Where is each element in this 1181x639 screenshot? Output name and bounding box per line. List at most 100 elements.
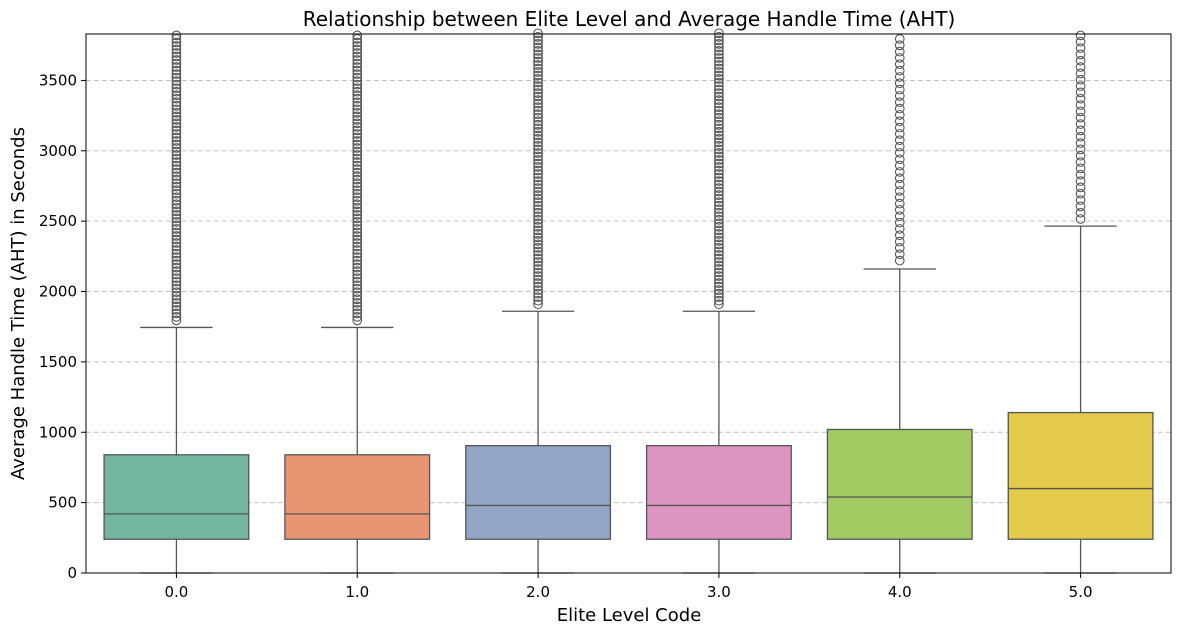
outlier-point	[533, 70, 543, 81]
outlier-point	[171, 188, 182, 199]
outlier-point	[1075, 207, 1086, 218]
outlier-point	[714, 63, 724, 74]
outlier-point	[533, 165, 543, 176]
outlier-point	[171, 181, 182, 192]
outlier-point	[352, 132, 363, 143]
outlier-point	[533, 155, 543, 165]
outlier-point	[894, 148, 905, 158]
outlier-point	[533, 67, 543, 77]
outlier-point	[533, 214, 543, 225]
outlier-point	[1075, 201, 1086, 212]
outlier-point	[533, 246, 543, 257]
outlier-point	[714, 102, 724, 113]
outlier-point	[714, 246, 724, 257]
outlier-point	[714, 53, 724, 63]
outlier-point	[894, 129, 905, 139]
outlier-point	[352, 157, 363, 167]
outlier-point	[171, 157, 182, 167]
y-tick-label: 2500	[39, 212, 77, 230]
outlier-point	[352, 301, 363, 312]
outlier-point	[894, 211, 905, 222]
outlier-point	[533, 49, 543, 60]
outlier-point	[352, 217, 363, 227]
iqr-box	[284, 454, 431, 540]
outlier-point	[352, 125, 363, 136]
outlier-point	[171, 290, 182, 301]
outlier-point	[352, 111, 363, 122]
outlier-point	[714, 148, 724, 158]
outlier-point	[714, 141, 724, 151]
outlier-point	[352, 234, 363, 245]
x-tick-label: 3.0	[707, 583, 731, 601]
outlier-point	[352, 312, 363, 322]
outlier-point	[894, 154, 905, 165]
outlier-point	[533, 186, 543, 197]
outlier-point	[533, 232, 543, 243]
outlier-point	[352, 153, 363, 164]
plot-frame	[85, 33, 1172, 574]
outlier-point	[171, 86, 182, 97]
outlier-point	[352, 86, 363, 97]
outlier-point	[533, 60, 543, 70]
outlier-point	[894, 91, 905, 101]
outlier-point	[171, 238, 182, 248]
outlier-point	[894, 230, 905, 241]
outlier-point	[171, 231, 182, 241]
outlier-point	[352, 315, 363, 326]
outlier-point	[352, 185, 363, 196]
outlier-point	[171, 111, 182, 122]
outlier-point	[1075, 195, 1086, 205]
outlier-point	[533, 88, 543, 98]
outlier-point	[352, 143, 363, 153]
outlier-point	[533, 221, 543, 232]
outlier-point	[533, 77, 543, 88]
outlier-point	[171, 294, 182, 305]
outlier-point	[533, 130, 543, 141]
outlier-point	[533, 39, 543, 49]
outlier-point	[352, 114, 363, 125]
outlier-point	[714, 126, 724, 137]
outlier-point	[171, 301, 182, 312]
outlier-point	[1075, 87, 1086, 98]
outlier-point	[352, 146, 363, 157]
outlier-point	[352, 90, 363, 101]
outlier-point	[533, 95, 543, 105]
outlier-point	[171, 150, 182, 160]
outlier-point	[171, 209, 182, 220]
box-group-0-0	[103, 30, 250, 574]
outlier-point	[352, 97, 363, 108]
outlier-point	[352, 269, 363, 280]
outlier-point	[714, 281, 724, 292]
outlier-point	[714, 292, 724, 303]
outlier-point	[171, 178, 182, 189]
outlier-point	[714, 250, 724, 260]
outlier-point	[714, 243, 724, 253]
outlier-point	[714, 81, 724, 91]
x-axis-label: Elite Level Code	[557, 605, 702, 626]
outlier-point	[171, 100, 182, 111]
outlier-point	[714, 179, 724, 190]
outlier-point	[352, 199, 363, 210]
outlier-point	[894, 116, 905, 127]
outlier-point	[714, 172, 724, 183]
outlier-point	[171, 248, 182, 259]
outlier-point	[171, 217, 182, 227]
outlier-point	[171, 136, 182, 146]
outlier-point	[352, 308, 363, 319]
outlier-point	[171, 51, 182, 62]
outlier-point	[352, 55, 363, 65]
outlier-point	[352, 266, 363, 276]
outlier-point	[352, 100, 363, 111]
outlier-point	[352, 209, 363, 220]
outlier-point	[352, 167, 363, 178]
outlier-point	[352, 255, 363, 266]
outlier-point	[352, 37, 363, 48]
outlier-point	[533, 42, 543, 53]
outlier-point	[714, 95, 724, 105]
outlier-point	[1075, 125, 1086, 136]
outlier-point	[171, 259, 182, 269]
outlier-point	[171, 69, 182, 79]
grid-lines	[86, 79, 1171, 504]
outlier-point	[894, 84, 905, 95]
